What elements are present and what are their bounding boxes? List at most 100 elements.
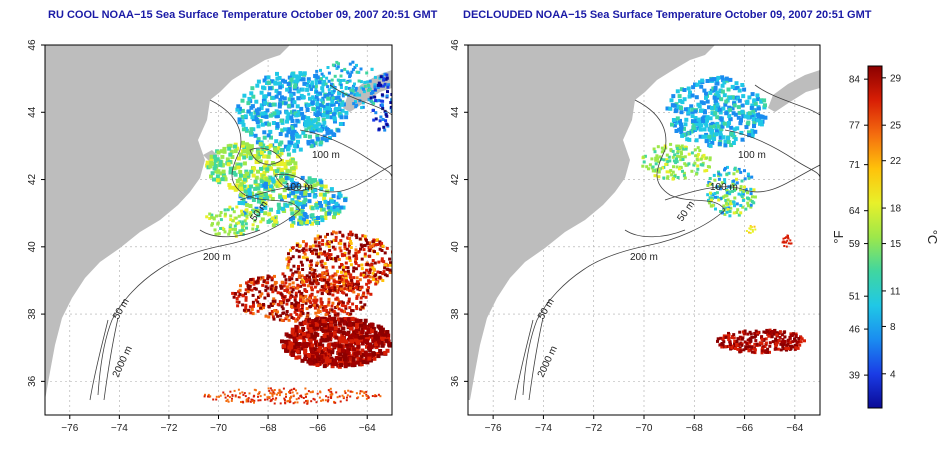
sst-pixel-mid (254, 206, 259, 211)
sst-pixel-mid (676, 176, 680, 179)
sst-pixel-warm (297, 301, 300, 305)
sst-pixel-cool (326, 66, 330, 69)
sst-pixel-mid (696, 167, 700, 171)
sst-pixel-warm (732, 336, 736, 340)
sst-pixel-warm (273, 392, 276, 395)
sst-pixel-warm (237, 396, 240, 399)
sst-pixel-warm (305, 258, 309, 262)
sst-pixel-warm (330, 276, 333, 280)
sst-pixel-warm (354, 318, 359, 323)
sst-pixel-warm (351, 356, 356, 361)
sst-pixel-mid (260, 217, 265, 222)
sst-pixel-cool (710, 140, 715, 145)
sst-pixel-cool (255, 120, 260, 125)
sst-pixel-cool (290, 132, 295, 137)
sst-pixel-warm (316, 349, 321, 354)
sst-pixel-warm (278, 318, 282, 322)
sst-pixel-cool (249, 91, 254, 96)
sst-pixel-warm (367, 329, 372, 334)
sst-pixel-cool (316, 105, 320, 110)
sst-pixel-cool (355, 70, 359, 74)
sst-pixel-mid (343, 197, 348, 202)
sst-pixel-warm (385, 348, 390, 353)
sst-pixel-cool (260, 114, 265, 118)
sst-pixel-cool (295, 118, 300, 123)
sst-pixel-cool (730, 95, 735, 100)
sst-pixel-cool (363, 80, 367, 84)
sst-pixel-cool (368, 79, 372, 83)
sst-pixel-mid (271, 223, 276, 228)
sst-pixel-cool (271, 95, 276, 100)
sst-pixel-cool (344, 87, 348, 91)
sst-pixel-mid (227, 146, 232, 151)
sst-pixel-warm (339, 242, 343, 246)
sst-pixel-warm (295, 389, 297, 392)
sst-pixel-cool (312, 85, 316, 89)
sst-pixel-warm (388, 343, 392, 348)
sst-pixel-mid (290, 182, 295, 187)
sst-pixel-warm (338, 265, 342, 269)
sst-pixel-warm (330, 308, 334, 312)
sst-pixel-mid (735, 202, 739, 206)
x-tick-label: −64 (786, 423, 803, 434)
sst-pixel-warm (773, 332, 776, 336)
sst-pixel-warm (313, 306, 317, 310)
sst-pixel-cool (353, 82, 356, 86)
sst-pixel-mid (753, 225, 756, 228)
sst-pixel-mid (664, 163, 668, 166)
sst-pixel-mid (261, 143, 266, 148)
sst-pixel-warm (250, 288, 254, 292)
sst-pixel-mid (270, 197, 275, 201)
right-map-panel: 100 m 100 m 50 m 200 m 50 m 2000 m −76 −7… (450, 39, 821, 434)
sst-pixel-cool (728, 77, 733, 82)
sst-pixel-warm (287, 260, 291, 263)
sst-pixel-warm (247, 397, 250, 400)
sst-pixel-warm (347, 283, 351, 287)
sst-pixel-warm (315, 263, 319, 267)
y-tick-label: 40 (27, 241, 38, 253)
sst-pixel-warm (359, 307, 363, 311)
sst-pixel-warm (276, 314, 280, 318)
sst-pixel-cool (240, 98, 245, 103)
sst-pixel-mid (706, 184, 710, 187)
sst-pixel-warm (309, 332, 314, 337)
sst-pixel-cool (314, 127, 319, 132)
sst-pixel-mid (678, 167, 681, 171)
sst-pixel-warm (341, 339, 346, 344)
sst-pixel-warm (791, 340, 795, 344)
colorbar-celsius-tick-label: 22 (890, 156, 902, 167)
sst-pixel-warm (342, 317, 347, 321)
sst-pixel-mid (645, 165, 649, 169)
sst-pixel-warm (297, 290, 301, 294)
sst-pixel-cool (751, 109, 756, 114)
sst-pixel-mid (642, 160, 646, 164)
sst-pixel-cool (287, 143, 292, 148)
sst-pixel-cool (347, 86, 351, 90)
sst-pixel-mid (663, 144, 667, 148)
sst-pixel-cool (315, 75, 320, 80)
sst-pixel-mid (727, 206, 731, 210)
sst-pixel-warm (744, 345, 748, 349)
sst-pixel-cool (310, 87, 313, 91)
sst-pixel-warm (244, 292, 247, 296)
sst-pixel-mid (742, 189, 746, 193)
sst-pixel-cool (747, 95, 752, 100)
sst-pixel-warm (270, 310, 274, 313)
sst-pixel-cool (307, 120, 311, 124)
sst-pixel-warm (352, 290, 356, 294)
sst-pixel-cool (249, 130, 253, 135)
sst-pixel-cool (349, 88, 353, 92)
sst-pixel-cool (674, 120, 679, 125)
sst-pixel-mid (246, 150, 251, 155)
sst-pixel-cool (336, 128, 341, 133)
sst-pixel-warm (324, 235, 327, 239)
sst-pixel-cool (281, 100, 286, 105)
sst-pixel-warm (308, 341, 313, 345)
sst-pixel-mid (240, 222, 244, 226)
sst-pixel-warm (322, 334, 327, 338)
sst-pixel-mid (266, 154, 271, 159)
sst-pixel-cool (322, 79, 327, 84)
sst-pixel-warm (359, 362, 364, 367)
sst-pixel-warm (349, 273, 353, 277)
sst-pixel-warm (779, 348, 783, 352)
